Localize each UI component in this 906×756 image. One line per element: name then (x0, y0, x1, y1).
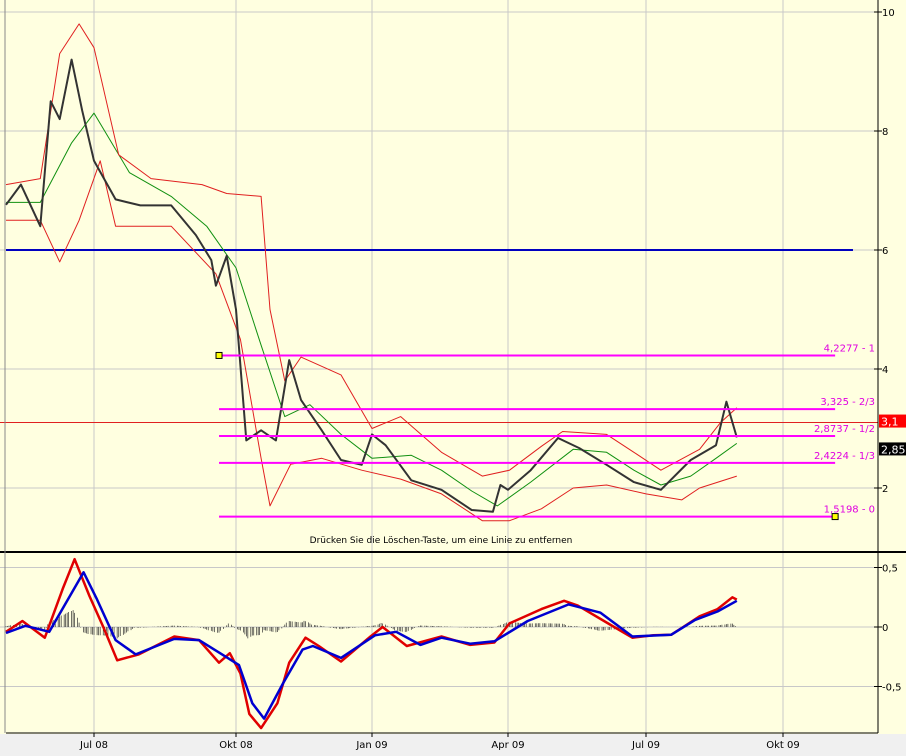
fib-level-label: 1,5198 - 0 (824, 505, 875, 516)
price-pane[interactable]: 4,2277 - 1 3,325 - 2/3 2,8737 - 1/2 2,4224 … (0, 23, 878, 522)
fib-level-label: 3,325 - 2/3 (820, 397, 875, 408)
x-tick-label: Okt 09 (766, 740, 800, 751)
y-tick-label: 6 (882, 246, 888, 257)
fib-level-label: 2,4224 - 1/3 (814, 451, 875, 462)
fib-handle-end[interactable] (831, 513, 839, 521)
y-tick-label: 8 (882, 127, 888, 138)
x-tick-label: Okt 08 (219, 740, 253, 751)
macd-y-tick-label: 0,5 (882, 564, 898, 575)
upper_band-line (5, 23, 738, 477)
price-tag-label: 3,1 (881, 416, 899, 429)
hint-text: Drücken Sie die Löschen-Taste, um eine L… (310, 536, 573, 546)
x-tick-label: Apr 09 (491, 740, 524, 751)
fib-level-label: 4,2277 - 1 (824, 343, 875, 354)
lower_band-line (6, 160, 737, 522)
x-tick-label: Jan 09 (355, 740, 387, 751)
x-tick-label: Jul 08 (79, 740, 108, 751)
macd-y-tick-label: 0 (882, 623, 888, 634)
price-tag (879, 442, 906, 456)
main-pane-background (0, 0, 906, 551)
macd-pane[interactable] (5, 557, 738, 730)
signal-line (5, 571, 738, 720)
y-tick-label: 2 (882, 484, 888, 495)
y-tick-label: 10 (882, 8, 895, 19)
fib-handle-start[interactable] (215, 351, 223, 359)
y-tick-label: 4 (882, 365, 888, 376)
price-tag (879, 414, 906, 428)
ma-line (6, 112, 738, 507)
price-line (5, 58, 738, 513)
macd-y-tick-label: -0,5 (882, 683, 902, 694)
x-tick-label: Jul 09 (631, 740, 660, 751)
price-tag-label: 2,85 (881, 443, 906, 456)
macd-pane-background (0, 553, 906, 734)
fib-level-label: 2,8737 - 1/2 (814, 424, 875, 435)
